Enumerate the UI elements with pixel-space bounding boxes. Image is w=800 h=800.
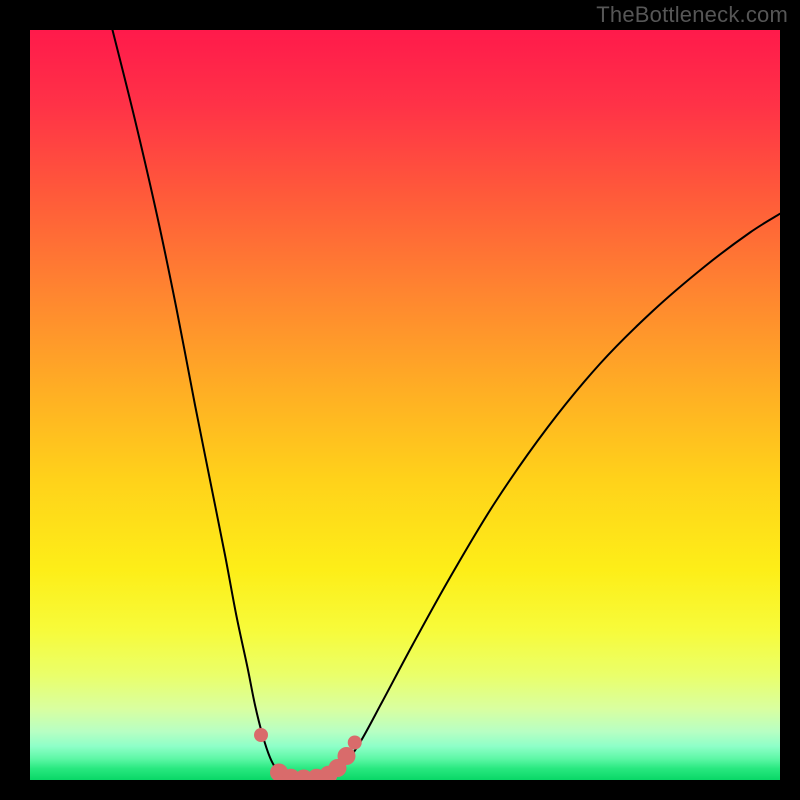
plot-area — [30, 30, 780, 780]
plot-svg — [30, 30, 780, 780]
curve-marker — [254, 728, 268, 742]
chart-frame: TheBottleneck.com — [0, 0, 800, 800]
curve-marker — [338, 747, 356, 765]
watermark-text: TheBottleneck.com — [596, 2, 788, 28]
curve-marker — [348, 736, 362, 750]
gradient-background — [30, 30, 780, 780]
